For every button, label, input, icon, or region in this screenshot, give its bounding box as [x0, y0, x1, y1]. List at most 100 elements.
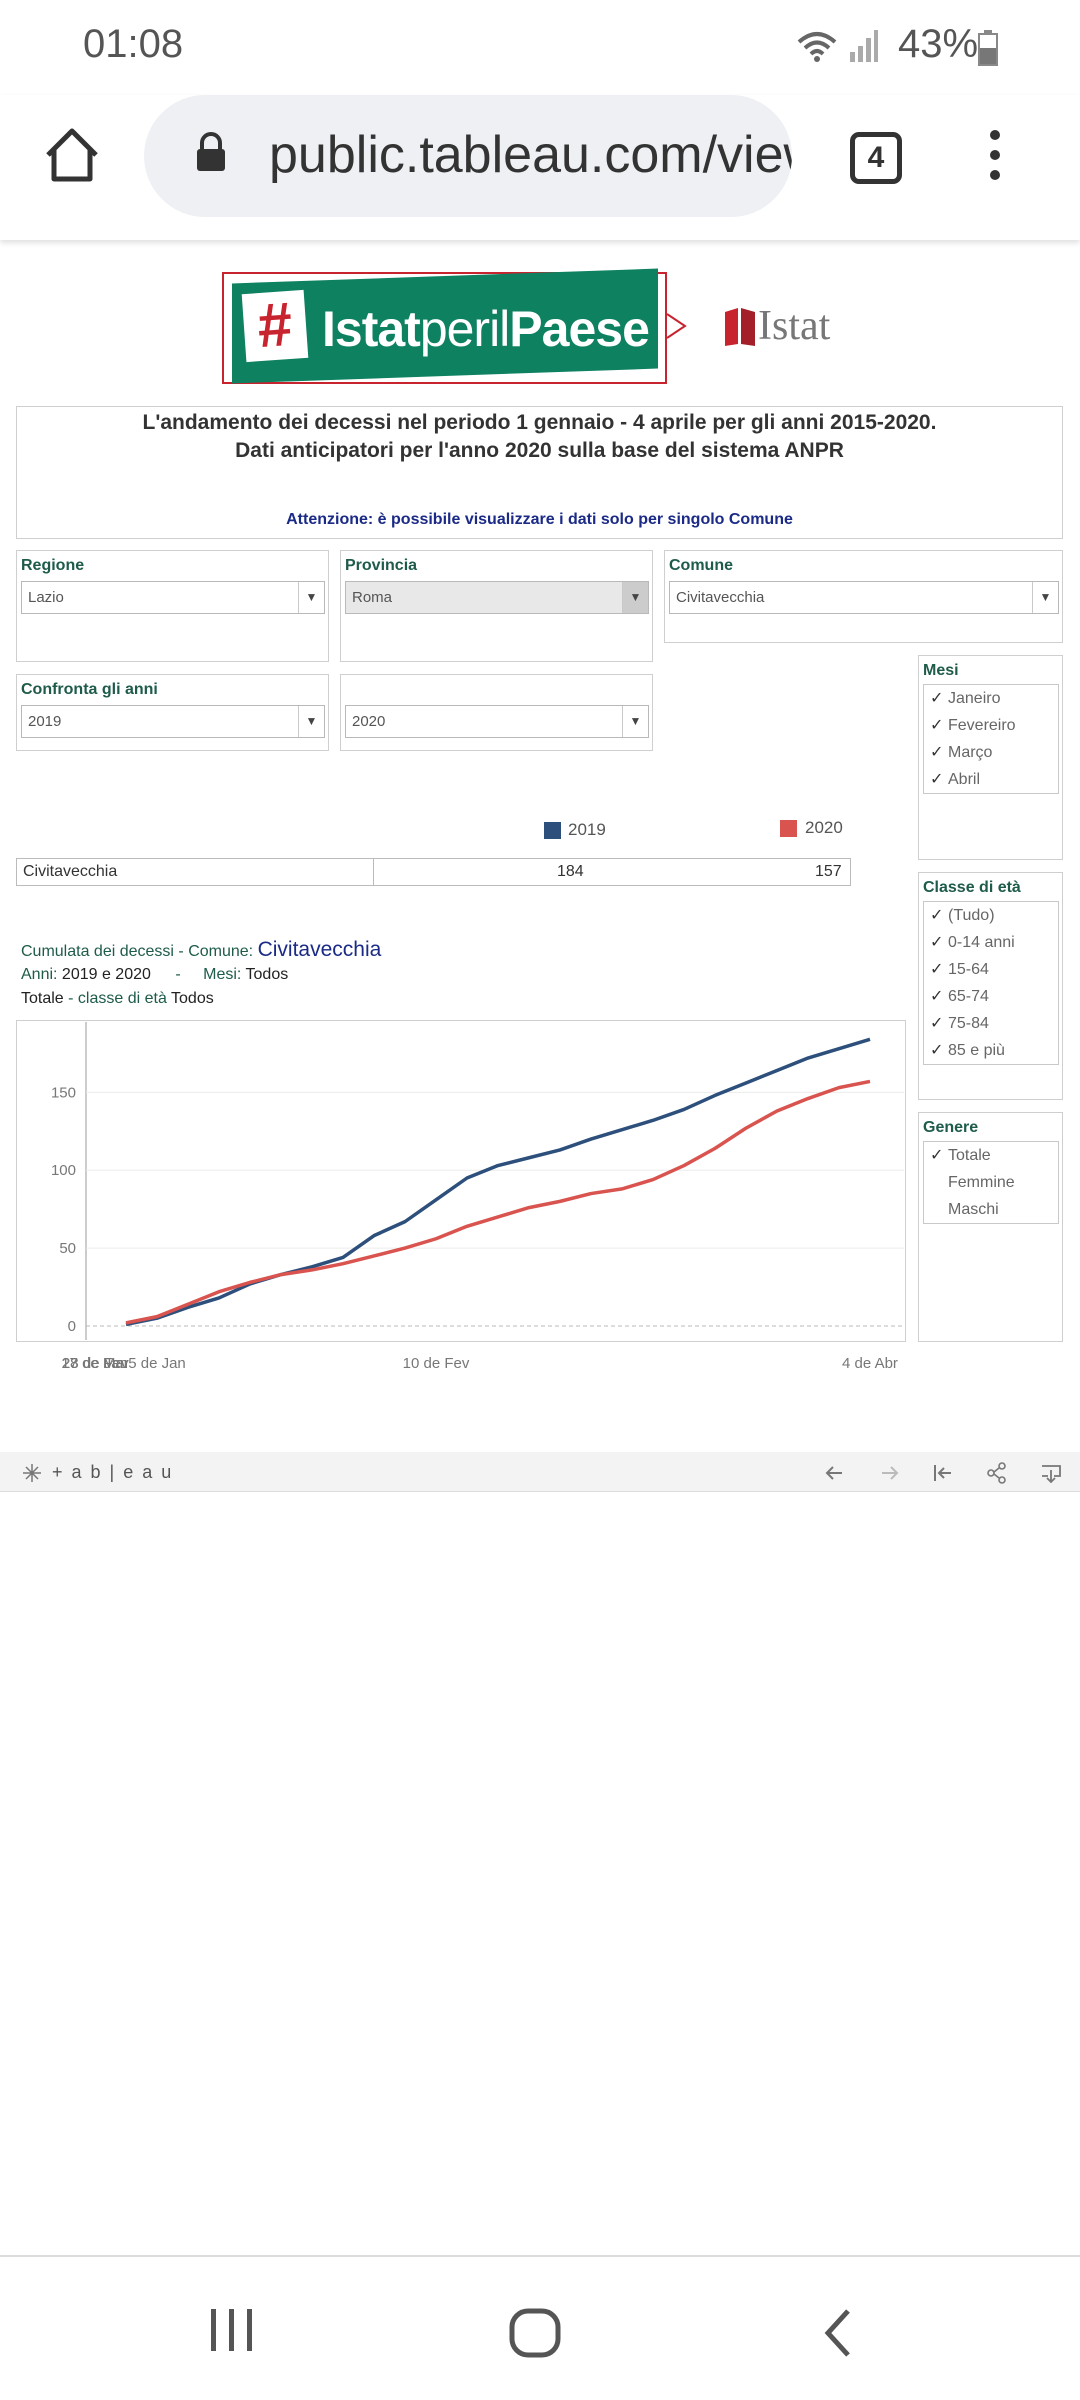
provincia-value: Roma — [352, 589, 393, 606]
home-icon[interactable] — [42, 125, 102, 185]
mesi-list: ✓ Janeiro ✓ Fevereiro ✓ Março ✓ Abril — [923, 684, 1059, 794]
back-icon[interactable] — [820, 2307, 856, 2359]
classe-list: ✓ (Tudo) ✓ 0-14 anni ✓ 15-64 ✓ 65-74 ✓ 75-84 … — [923, 901, 1059, 1065]
regione-value: Lazio — [28, 589, 64, 606]
y-tick-label: 50 — [59, 1240, 76, 1257]
hashtag-icon: # — [241, 290, 309, 363]
mesi-filter: Mesi ✓ Janeiro ✓ Fevereiro ✓ Março ✓ Abril — [918, 655, 1063, 860]
chart-caption-line3: Totale - classe di età Todos — [21, 990, 214, 1007]
genere-item[interactable]: ✓ Totale — [924, 1142, 1058, 1169]
status-bar: 01:08 43% — [0, 0, 1080, 95]
mesi-item[interactable]: ✓ Março — [924, 739, 1058, 766]
menu-icon[interactable] — [985, 125, 1005, 185]
dashboard-title: L'andamento dei decessi nel periodo 1 ge… — [142, 411, 937, 434]
x-tick-label: 4 de Abr — [842, 1355, 898, 1372]
check-icon: ✓ — [930, 1015, 944, 1032]
provincia-label: Provincia — [345, 557, 418, 574]
legend-swatch-2020 — [780, 820, 797, 837]
battery-icon — [978, 30, 998, 66]
x-tick-label: 10 de Fev — [403, 1355, 470, 1372]
istat-per-il-paese-logo: # IstatperilPaese — [222, 268, 667, 384]
year-a-dropdown[interactable]: 2019 ▼ — [21, 705, 325, 738]
legend-label-2020: 2020 — [805, 818, 843, 837]
y-tick-label: 0 — [68, 1318, 76, 1335]
share-icon[interactable] — [986, 1462, 1008, 1484]
comune-label: Comune — [669, 557, 733, 574]
dropdown-arrow-icon: ▼ — [298, 582, 324, 613]
classe-item[interactable]: ✓ 15-64 — [924, 956, 1058, 983]
year-b-dropdown[interactable]: 2020 ▼ — [345, 705, 649, 738]
check-icon: ✓ — [930, 934, 944, 951]
dropdown-arrow-icon: ▼ — [622, 582, 648, 613]
tab-switcher-button[interactable]: 4 — [850, 132, 902, 184]
regione-filter: Regione Lazio ▼ — [16, 550, 329, 662]
regione-dropdown[interactable]: Lazio ▼ — [21, 581, 325, 614]
wifi-icon — [797, 32, 837, 62]
genere-filter: Genere ✓ Totale Femmine Maschi — [918, 1112, 1063, 1342]
classe-item[interactable]: ✓ 75-84 — [924, 1010, 1058, 1037]
chart-caption-line2: Anni: 2019 e 2020 - Mesi: Todos — [21, 966, 289, 983]
mesi-label: Mesi — [923, 662, 959, 679]
dropdown-arrow-icon: ▼ — [1032, 582, 1058, 613]
year-b-filter: 2020 ▼ — [340, 674, 653, 751]
status-time: 01:08 — [83, 22, 184, 66]
series-line-2020 — [125, 1079, 871, 1325]
tableau-toolbar: + a b | e a u — [0, 1452, 1080, 1492]
classe-item[interactable]: ✓ 85 e più — [924, 1037, 1058, 1064]
table-value-2019: 184 — [557, 863, 584, 880]
genere-list: ✓ Totale Femmine Maschi — [923, 1141, 1059, 1224]
istat-logo-text: Istat — [758, 303, 831, 349]
legend-label-2019: 2019 — [568, 820, 606, 839]
mesi-item[interactable]: ✓ Fevereiro — [924, 712, 1058, 739]
undo-icon[interactable] — [824, 1462, 846, 1484]
android-nav-bar — [0, 2255, 1080, 2400]
check-icon: ✓ — [930, 717, 944, 734]
browser-toolbar: public.tableau.com/views 4 — [0, 95, 1080, 240]
check-icon: ✓ — [930, 907, 944, 924]
mesi-item[interactable]: ✓ Janeiro — [924, 685, 1058, 712]
signal-icon — [850, 30, 878, 62]
dashboard-subtitle: Dati anticipatori per l'anno 2020 sulla … — [235, 439, 844, 462]
home-nav-icon[interactable] — [508, 2307, 562, 2359]
check-icon: ✓ — [930, 988, 944, 1005]
classe-item[interactable]: ✓ 65-74 — [924, 983, 1058, 1010]
dropdown-arrow-icon: ▼ — [298, 706, 324, 737]
x-tick-label: 28 de Fev — [62, 1355, 129, 1372]
mesi-item[interactable]: ✓ Abril — [924, 766, 1058, 793]
address-bar[interactable]: public.tableau.com/views — [144, 95, 792, 217]
year-a-value: 2019 — [28, 713, 62, 730]
table-comune: Civitavecchia — [23, 863, 118, 880]
classe-label: Classe di età — [923, 879, 1021, 896]
istat-book-icon — [725, 308, 755, 346]
genere-item[interactable]: Maschi — [948, 1201, 999, 1218]
y-tick-label: 100 — [51, 1162, 76, 1179]
recent-apps-icon[interactable] — [208, 2307, 256, 2353]
table-row: Civitavecchia 184 157 — [16, 858, 851, 886]
notice-text: Attenzione: è possibile visualizzare i d… — [286, 511, 793, 528]
classe-item[interactable]: ✓ 0-14 anni — [924, 929, 1058, 956]
chart-caption-line1: Cumulata dei decessi - Comune: Civitavec… — [21, 938, 382, 961]
check-icon: ✓ — [930, 1042, 944, 1059]
x-tick-label: 23 de Jan — [62, 1355, 128, 1372]
table-value-2020: 157 — [815, 863, 842, 880]
comune-dropdown[interactable]: Civitavecchia ▼ — [669, 581, 1059, 614]
tableau-brand: + a b | e a u — [52, 1462, 174, 1482]
dropdown-arrow-icon: ▼ — [622, 706, 648, 737]
genere-item[interactable]: Femmine — [948, 1174, 1015, 1191]
url-text: public.tableau.com/views — [269, 126, 792, 184]
x-tick-label: 5 de Jan — [128, 1355, 186, 1372]
check-icon: ✓ — [930, 744, 944, 761]
title-panel: L'andamento dei decessi nel periodo 1 ge… — [16, 406, 1063, 539]
revert-icon[interactable] — [932, 1462, 954, 1484]
battery-percent: 43% — [898, 22, 979, 66]
provincia-filter: Provincia Roma ▼ — [340, 550, 653, 662]
y-tick-label: 150 — [51, 1084, 76, 1101]
redo-icon[interactable] — [878, 1462, 900, 1484]
logo-wordmark: IstatperilPaese — [322, 301, 650, 357]
classe-item[interactable]: ✓ (Tudo) — [924, 902, 1058, 929]
series-line-2019 — [125, 1037, 871, 1327]
provincia-dropdown[interactable]: Roma ▼ — [345, 581, 649, 614]
download-icon[interactable] — [1040, 1462, 1062, 1484]
comune-filter: Comune Civitavecchia ▼ — [664, 550, 1063, 643]
